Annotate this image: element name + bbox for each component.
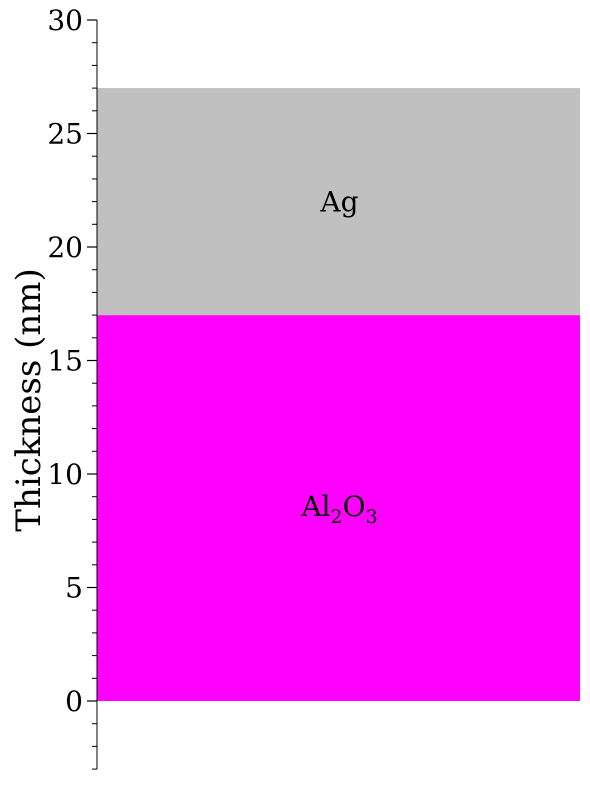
layer-labels-group: Ag Al2O3 (300, 186, 377, 528)
layers-group (97, 88, 580, 701)
y-axis-label: Thickness (nm) (9, 268, 49, 531)
y-axis: 0 5 10 15 20 25 30 (47, 4, 98, 770)
layer-ag (97, 88, 580, 316)
y-tick-label: 0 (65, 685, 83, 718)
layer-label-ag: Ag (319, 186, 358, 219)
layer-label-al2o3: Al2O3 (300, 490, 377, 528)
y-tick-label: 20 (47, 231, 83, 264)
y-tick-label: 30 (47, 4, 83, 37)
layer-al2o3 (97, 315, 580, 701)
y-tick-label: 5 (65, 572, 83, 605)
y-tick-label: 10 (47, 458, 83, 491)
y-tick-label: 15 (47, 345, 83, 378)
y-tick-label: 25 (47, 118, 83, 151)
